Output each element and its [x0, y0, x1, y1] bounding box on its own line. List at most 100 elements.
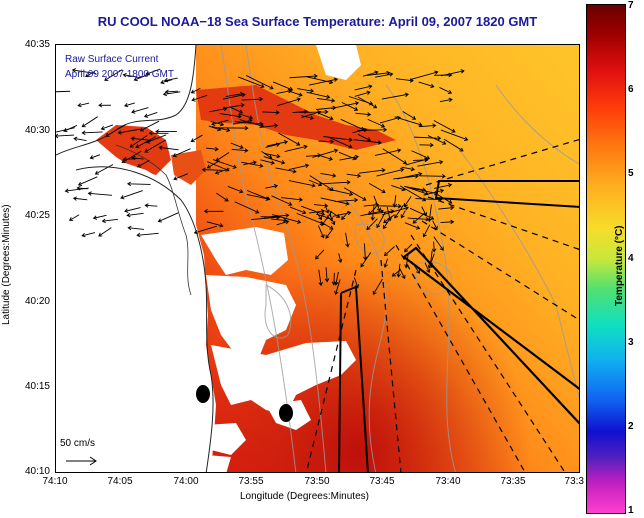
current-vector: [439, 97, 453, 103]
current-vector: [427, 253, 435, 270]
current-vector: [427, 204, 432, 223]
map-title: RU COOL NOAA−18 Sea Surface Temperature:…: [97, 14, 538, 29]
x-tick-73-3: 73:3: [564, 476, 584, 487]
current-vector: [190, 87, 201, 94]
nodata-1: [201, 227, 288, 275]
current-vector: [363, 202, 380, 208]
current-vector: [353, 139, 382, 145]
current-vector: [263, 156, 286, 165]
current-vector: [77, 102, 90, 108]
current-vector: [372, 278, 383, 296]
sst-patch-nw: [196, 85, 396, 150]
colorbar-tick-1: 1: [628, 505, 634, 516]
current-vector: [127, 225, 144, 231]
current-vector: [353, 277, 360, 289]
current-vector: [104, 69, 123, 81]
current-vector: [325, 229, 333, 239]
current-vector: [317, 225, 325, 239]
colorbar-tick-6: 6: [628, 84, 634, 95]
current-vector: [339, 154, 360, 161]
current-vector: [266, 140, 289, 147]
current-vector: [155, 129, 177, 134]
current-vector: [316, 98, 336, 103]
nodata-top: [316, 45, 361, 80]
current-vector: [100, 124, 114, 131]
x-tick-73-45: 73:45: [369, 476, 395, 487]
current-vector: [299, 109, 329, 115]
current-vector: [423, 188, 445, 196]
current-vector: [207, 161, 230, 172]
current-vector: [316, 212, 322, 221]
current-vector: [433, 120, 456, 133]
current-vector: [98, 103, 111, 108]
y-tick-40-15: 40:15: [24, 381, 50, 392]
current-vector: [381, 206, 409, 216]
current-vector: [289, 73, 318, 79]
current-vector: [419, 174, 446, 179]
current-vector: [131, 155, 144, 161]
current-vector: [379, 115, 401, 124]
current-vector: [276, 88, 293, 94]
beam-box-se: [402, 246, 579, 425]
current-vector: [422, 224, 431, 238]
current-vector: [262, 110, 280, 115]
current-vector: [334, 279, 341, 296]
current-vector: [355, 112, 372, 117]
current-vector: [292, 109, 309, 114]
current-vector: [231, 148, 249, 153]
x-tick-73-35: 73:35: [500, 476, 526, 487]
current-vector: [308, 179, 323, 187]
current-vector: [427, 135, 447, 145]
x-tick-74-00: 74:00: [173, 476, 199, 487]
current-vector: [340, 118, 365, 131]
current-vector: [329, 214, 336, 226]
scale-arrow: [66, 456, 97, 466]
current-vector: [85, 70, 95, 78]
current-vector: [144, 139, 166, 153]
current-vector: [324, 267, 330, 283]
current-vector: [211, 126, 231, 133]
current-vectors: [56, 68, 469, 296]
current-vector: [301, 115, 315, 120]
current-vector: [323, 136, 353, 142]
current-vector: [190, 134, 203, 143]
current-vector: [94, 164, 114, 175]
coastline: [56, 45, 214, 472]
current-vector: [144, 203, 158, 208]
current-vector: [312, 148, 339, 158]
current-vector: [117, 128, 141, 135]
temperature-colorbar: [586, 4, 626, 514]
current-vector: [124, 207, 141, 213]
current-vector: [271, 195, 293, 206]
current-vector: [376, 167, 405, 177]
current-vector: [411, 260, 420, 274]
current-vector: [419, 123, 437, 128]
coastline-bay: [115, 144, 192, 296]
current-vector: [81, 232, 96, 238]
current-vector: [360, 252, 372, 268]
current-vector: [162, 91, 181, 97]
current-vector: [222, 92, 246, 100]
current-vector: [56, 133, 75, 139]
current-vector: [56, 90, 71, 93]
sst-patch-w: [96, 125, 171, 175]
current-vector: [272, 81, 294, 91]
current-vector: [136, 232, 159, 238]
current-vector: [412, 212, 426, 224]
x-axis-label: Longitude (Degrees:Minutes): [240, 491, 369, 502]
current-vector: [417, 159, 444, 167]
radar-station-marker-2: [279, 404, 293, 422]
beam-box-east: [434, 180, 579, 208]
current-vector: [443, 138, 464, 152]
current-vector: [414, 135, 442, 141]
current-vector: [405, 157, 429, 166]
current-vector: [424, 262, 431, 274]
beam-box-s: [338, 285, 369, 472]
current-vector: [362, 70, 379, 77]
nodata-2: [206, 275, 296, 365]
land-mass: [56, 45, 196, 150]
current-vector: [318, 269, 323, 287]
x-tick-74-10: 74:10: [42, 476, 68, 487]
current-vector: [172, 148, 191, 158]
current-vector: [341, 102, 359, 111]
